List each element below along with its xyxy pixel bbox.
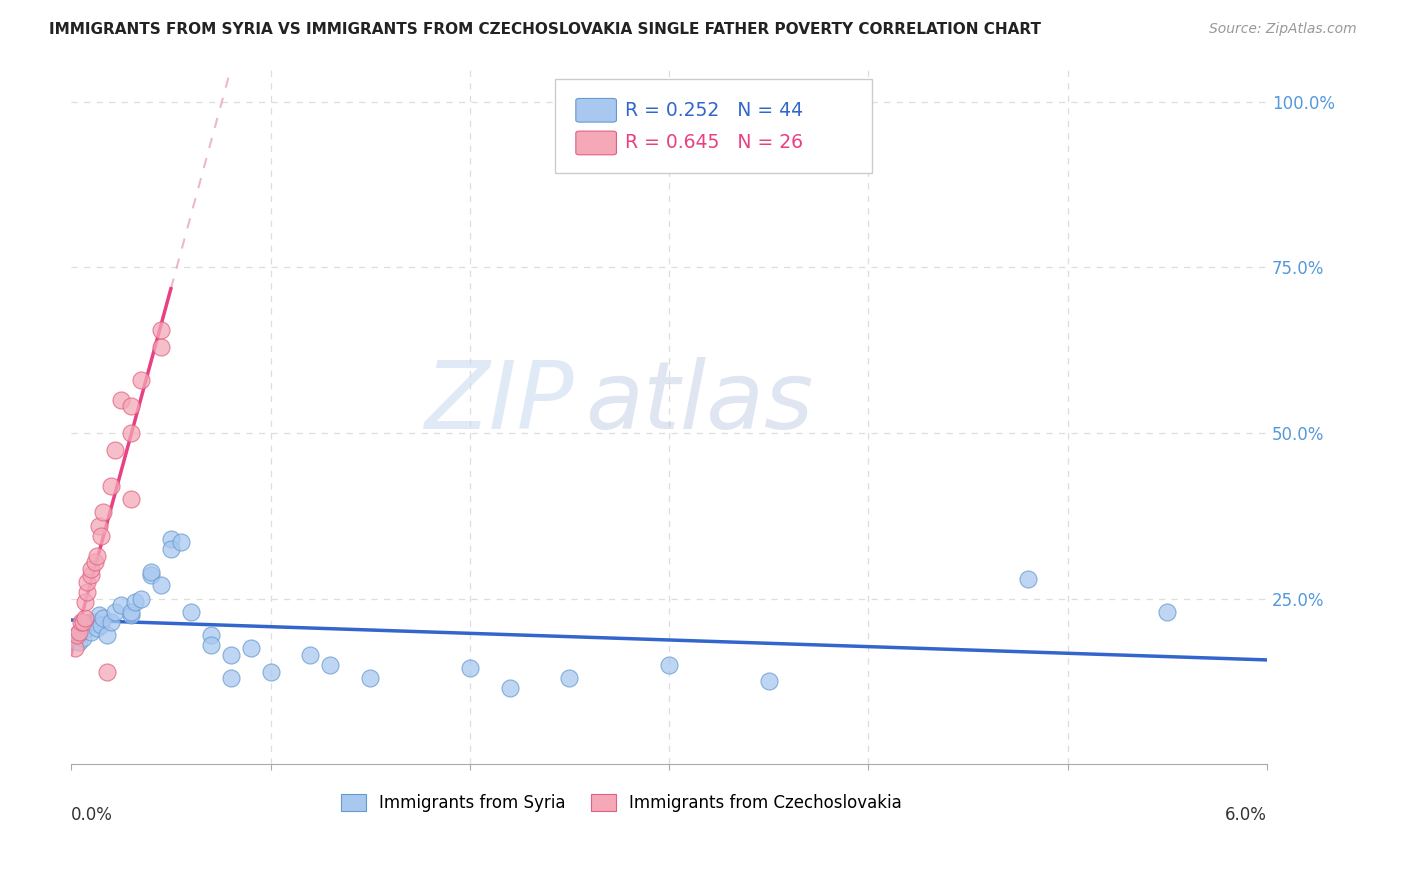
Text: atlas: atlas <box>585 357 814 448</box>
Point <box>80 624 103 639</box>
Point <box>100 479 122 493</box>
Point <box>104 442 127 457</box>
Point <box>1017 572 1039 586</box>
Point <box>149 340 172 354</box>
Point <box>120 425 142 440</box>
Point <box>319 657 342 672</box>
Point <box>80 562 103 576</box>
Point <box>458 661 481 675</box>
Point <box>72 632 94 646</box>
Point <box>498 681 520 695</box>
Point <box>120 400 142 414</box>
Point <box>299 648 322 662</box>
Point <box>219 671 242 685</box>
Point <box>100 615 122 629</box>
FancyBboxPatch shape <box>576 98 616 122</box>
Point <box>758 674 780 689</box>
Point <box>120 608 142 623</box>
Point <box>72 615 94 629</box>
Legend: Immigrants from Syria, Immigrants from Czechoslovakia: Immigrants from Syria, Immigrants from C… <box>335 787 908 819</box>
Point <box>65 641 87 656</box>
Text: R = 0.645   N = 26: R = 0.645 N = 26 <box>624 134 803 153</box>
Point <box>96 665 118 679</box>
Point <box>139 568 162 582</box>
Point <box>110 599 132 613</box>
Point <box>129 373 152 387</box>
Point <box>91 506 114 520</box>
Point <box>124 595 146 609</box>
Point <box>558 671 581 685</box>
Point <box>239 641 262 656</box>
Point <box>70 624 93 639</box>
Point <box>76 575 98 590</box>
Point <box>149 323 172 337</box>
Point <box>90 529 112 543</box>
Point <box>86 622 108 636</box>
Point <box>75 611 97 625</box>
Text: IMMIGRANTS FROM SYRIA VS IMMIGRANTS FROM CZECHOSLOVAKIA SINGLE FATHER POVERTY CO: IMMIGRANTS FROM SYRIA VS IMMIGRANTS FROM… <box>49 22 1042 37</box>
Point <box>91 611 114 625</box>
Point <box>219 648 242 662</box>
Point <box>86 549 108 563</box>
Point <box>84 555 107 569</box>
Point <box>259 665 281 679</box>
Point <box>170 535 193 549</box>
Point <box>75 595 97 609</box>
Point <box>180 605 202 619</box>
Point <box>67 634 90 648</box>
Point <box>66 628 89 642</box>
Point <box>200 628 222 642</box>
FancyBboxPatch shape <box>576 131 616 155</box>
Point <box>66 628 89 642</box>
Text: 6.0%: 6.0% <box>1225 806 1267 824</box>
Point <box>80 568 103 582</box>
Point <box>120 492 142 507</box>
Text: Source: ZipAtlas.com: Source: ZipAtlas.com <box>1209 22 1357 37</box>
Text: R = 0.252   N = 44: R = 0.252 N = 44 <box>624 101 803 120</box>
Text: ZIP: ZIP <box>423 357 574 448</box>
Point <box>84 615 107 629</box>
Text: 0.0%: 0.0% <box>72 806 112 824</box>
Point <box>129 591 152 606</box>
Point <box>160 541 183 556</box>
Point <box>658 657 681 672</box>
Point <box>1156 605 1178 619</box>
Point <box>160 532 183 546</box>
Point <box>70 615 93 629</box>
Point <box>76 622 98 636</box>
Point <box>200 638 222 652</box>
Point <box>76 585 98 599</box>
Point <box>110 392 132 407</box>
Point <box>75 618 97 632</box>
Point <box>359 671 381 685</box>
FancyBboxPatch shape <box>555 79 872 173</box>
Point <box>90 618 112 632</box>
Point <box>67 624 90 639</box>
Point <box>149 578 172 592</box>
Point <box>104 605 127 619</box>
Point <box>96 628 118 642</box>
Point <box>89 518 111 533</box>
Point <box>89 608 111 623</box>
Point <box>77 615 100 629</box>
Point <box>120 605 142 619</box>
Point <box>139 565 162 579</box>
